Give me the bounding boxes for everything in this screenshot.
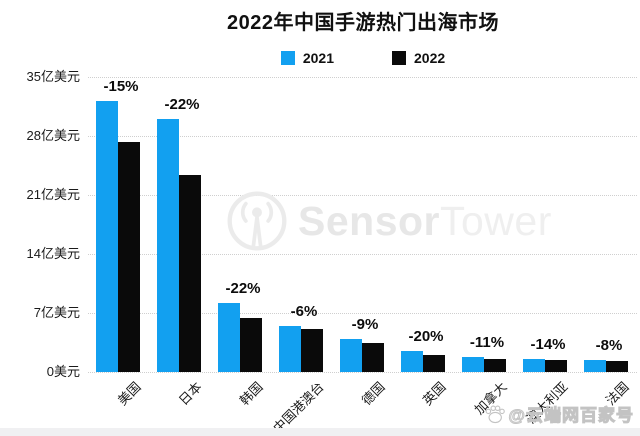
legend-swatch-2021 xyxy=(280,51,295,65)
bar-2022-德国 xyxy=(362,342,384,372)
bar-2022-韩国 xyxy=(240,318,262,372)
bar-2021-德国 xyxy=(340,339,362,372)
x-axis-label-英国: 英国 xyxy=(419,379,449,409)
gridline-21 xyxy=(88,195,637,196)
change-label-英国: -20% xyxy=(408,327,444,345)
bottom-band xyxy=(0,428,640,436)
legend-item-2021: 2021 xyxy=(280,50,334,66)
bar-2022-澳大利亚 xyxy=(545,360,567,372)
gridline-28 xyxy=(88,136,637,137)
change-label-中国港澳台: -6% xyxy=(290,303,318,321)
y-axis-label: 21亿美元 xyxy=(26,187,80,202)
source-watermark: @云端网百家号 xyxy=(484,401,634,426)
bar-2021-法国 xyxy=(584,360,606,372)
change-label-韩国: -22% xyxy=(225,279,261,297)
legend-label-2021: 2021 xyxy=(302,50,334,66)
change-label-日本: -22% xyxy=(164,96,200,114)
bar-2021-英国 xyxy=(401,350,423,372)
gridline-7 xyxy=(88,313,637,314)
gridline-35 xyxy=(88,77,637,78)
baidu-paw-icon xyxy=(486,405,506,423)
legend-label-2022: 2022 xyxy=(414,50,446,66)
bar-2022-美国 xyxy=(118,141,140,372)
legend: 2021 2022 xyxy=(90,50,636,66)
gridline-0 xyxy=(88,372,637,373)
bar-2021-中国港澳台 xyxy=(279,326,301,372)
bar-2022-日本 xyxy=(179,174,201,372)
change-label-澳大利亚: -14% xyxy=(530,335,566,353)
x-axis-label-德国: 德国 xyxy=(358,379,388,409)
bar-2022-英国 xyxy=(423,355,445,372)
y-axis-label: 28亿美元 xyxy=(26,128,80,143)
legend-item-2022: 2022 xyxy=(392,50,445,66)
sensortower-logo-icon xyxy=(227,191,287,251)
legend-swatch-2022 xyxy=(392,51,406,65)
change-label-法国: -8% xyxy=(595,337,623,355)
bar-2021-韩国 xyxy=(218,302,240,372)
sensortower-watermark: SensorTower xyxy=(226,190,552,252)
x-axis-label-韩国: 韩国 xyxy=(236,379,266,409)
x-axis-label-美国: 美国 xyxy=(114,379,144,409)
bar-2021-澳大利亚 xyxy=(523,358,545,372)
x-axis-label-日本: 日本 xyxy=(175,379,205,409)
bar-2021-美国 xyxy=(96,101,118,372)
bar-2022-中国港澳台 xyxy=(301,329,323,372)
source-watermark-text: @云端网百家号 xyxy=(508,406,634,426)
wordmark-sensor: Sensor xyxy=(298,198,440,244)
bar-2021-日本 xyxy=(157,119,179,372)
gridline-14 xyxy=(88,254,637,255)
change-label-美国: -15% xyxy=(103,78,139,96)
y-axis-label: 14亿美元 xyxy=(26,246,80,261)
y-axis-label: 35亿美元 xyxy=(26,69,80,84)
change-label-加拿大: -11% xyxy=(469,333,505,351)
chart-title: 2022年中国手游热门出海市场 xyxy=(227,12,499,34)
bar-2021-加拿大 xyxy=(462,356,484,372)
bar-2022-法国 xyxy=(606,361,628,372)
wordmark-tower: Tower xyxy=(440,198,552,244)
y-axis-label: 7亿美元 xyxy=(33,305,80,320)
bar-2022-加拿大 xyxy=(484,358,506,372)
change-label-德国: -9% xyxy=(351,316,379,334)
sensortower-wordmark: SensorTower xyxy=(298,190,552,252)
y-axis-label: 0美元 xyxy=(46,364,80,379)
